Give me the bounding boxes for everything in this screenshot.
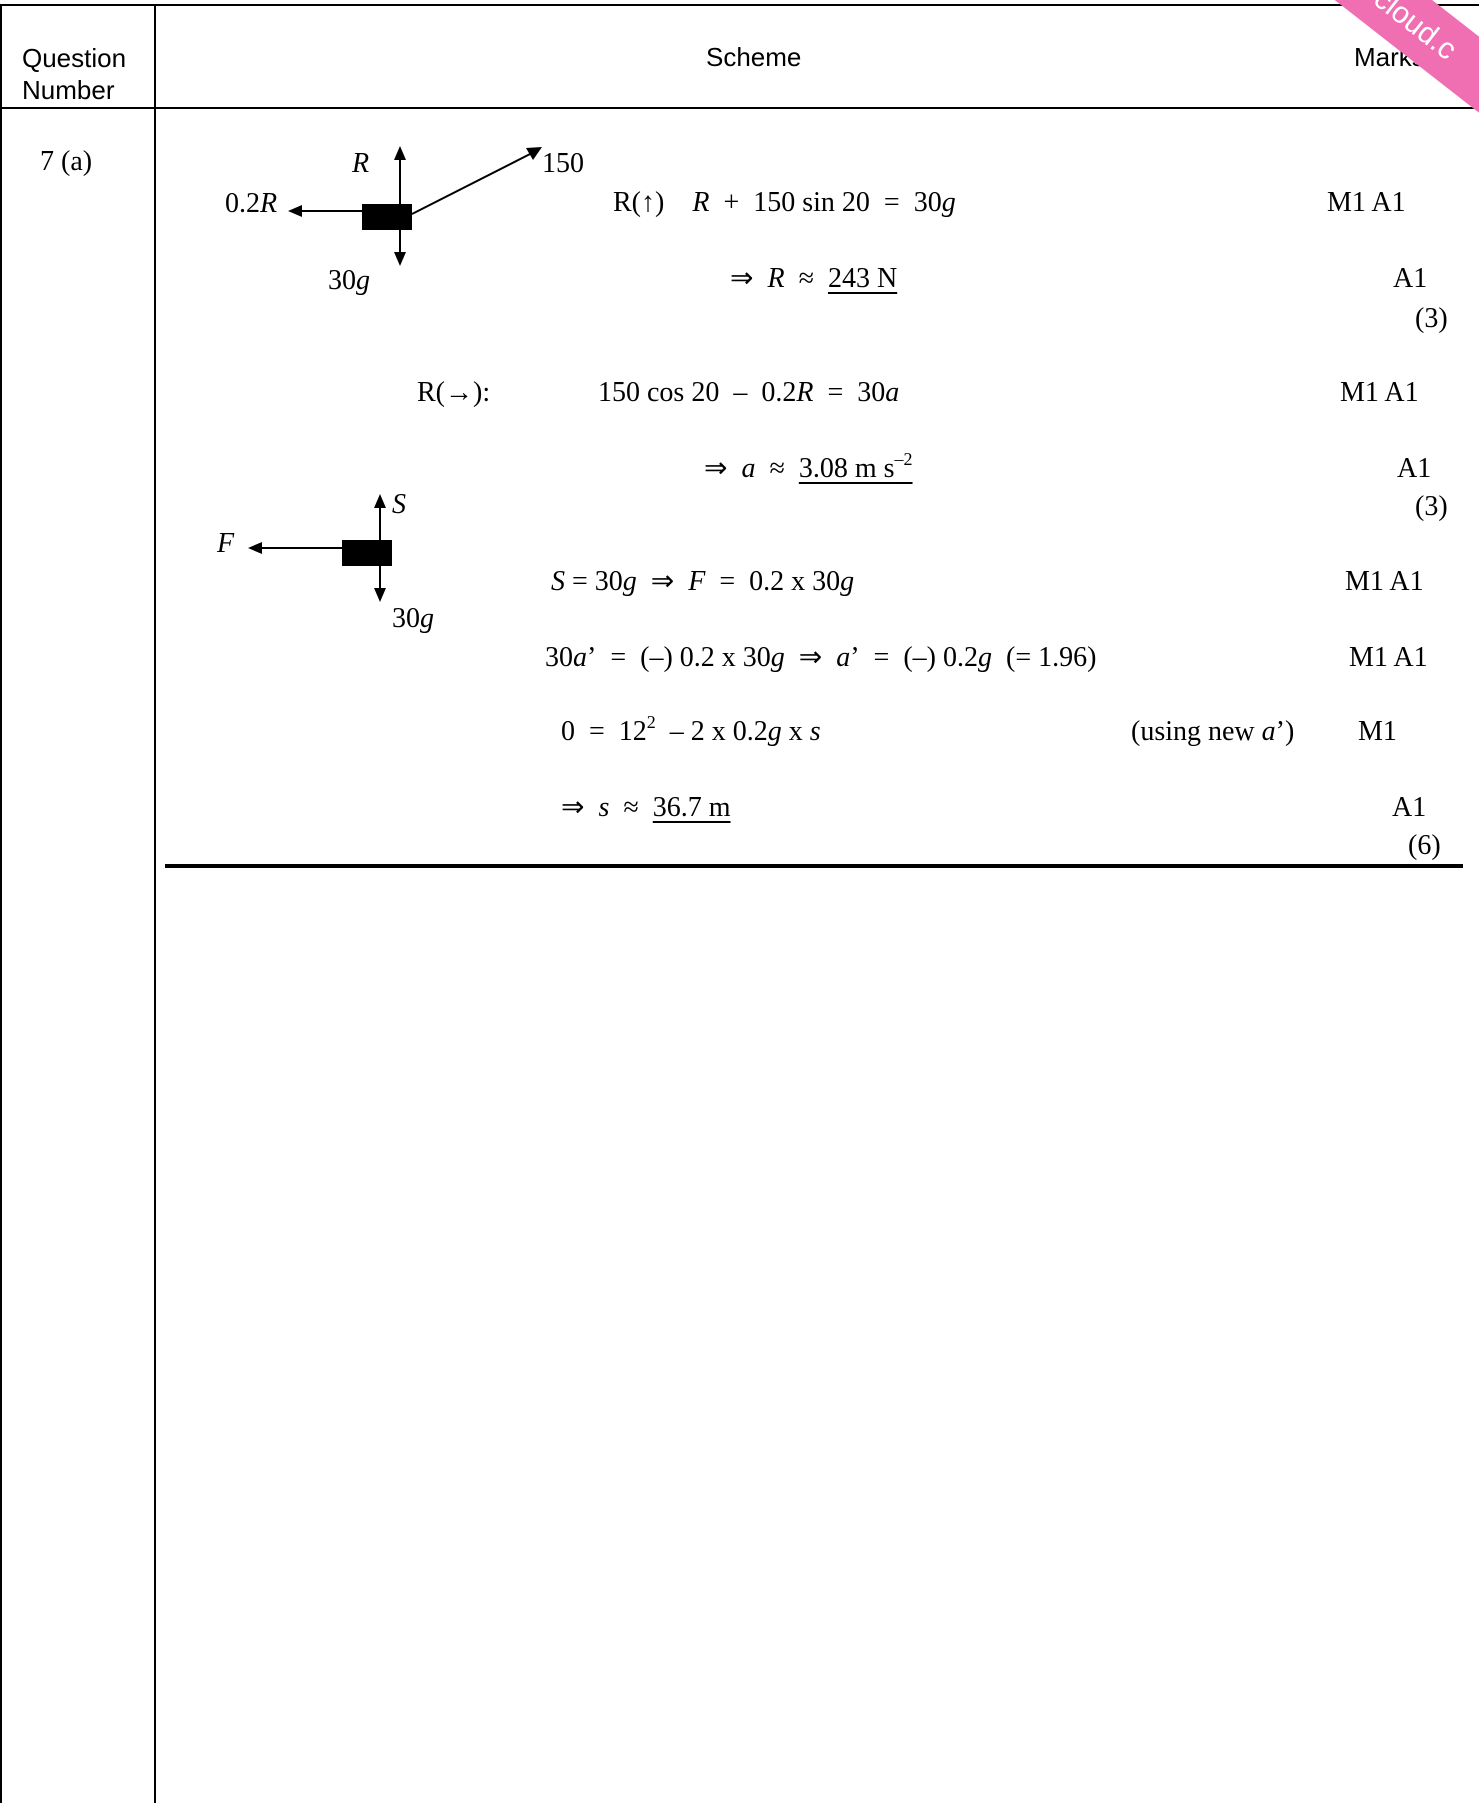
marks-line-5: M1 A1: [1345, 566, 1424, 597]
header-bottom-border: [0, 107, 1479, 109]
equation-s-result: ⇒ s ≈ 36.7 m: [561, 792, 731, 823]
table-top-border: [0, 4, 1479, 6]
marks-line-3: M1 A1: [1340, 377, 1419, 408]
table-left-border: [0, 4, 2, 1803]
equation-horizontal-resolve: 150 cos 20 – 0.2R = 30a: [598, 377, 900, 408]
equation-suvat: 0 = 122 – 2 x 0.2g x s: [561, 712, 821, 747]
block: [342, 540, 392, 566]
marks-line-2: A1: [1393, 263, 1428, 294]
marks-line-4: A1: [1397, 453, 1432, 484]
column-divider: [154, 4, 156, 1803]
diagram1-label-left: 0.2R: [225, 188, 278, 219]
block: [362, 204, 412, 230]
diagram1-label-up: R: [352, 148, 370, 179]
arrow-left-head: [248, 542, 262, 554]
header-question-number: Question Number: [22, 43, 127, 105]
marks-total-b: (3): [1415, 491, 1448, 522]
arrow-down-head: [374, 588, 386, 602]
marks-line-8: A1: [1392, 792, 1427, 823]
diagram2-label-left: F: [217, 528, 235, 559]
diagram2-label-down: 30g: [392, 603, 434, 634]
arrow-diag-line: [411, 151, 535, 215]
marks-line-6: M1 A1: [1349, 642, 1428, 673]
arrow-down-head: [394, 252, 406, 266]
s-result: 36.7 m: [652, 792, 731, 823]
force-diagram-2: [248, 494, 392, 602]
diagram2-label-up: S: [392, 489, 406, 520]
equation-r-result: ⇒ R ≈ 243 N: [730, 263, 898, 294]
question-label: 7 (a): [40, 146, 93, 177]
equation-deceleration: 30a’ = (–) 0.2 x 30g ⇒ a’ = (–) 0.2g (= …: [545, 642, 1097, 673]
arrow-left-head: [288, 205, 302, 217]
answer-end-rule: [165, 864, 1463, 868]
diagram1-label-diag: 150: [542, 148, 584, 179]
diagram1-label-down: 30g: [328, 265, 370, 296]
force-diagram-1: [288, 146, 542, 266]
equation-vertical-resolve: R(↑) R + 150 sin 20 = 30g: [613, 187, 956, 218]
a-result: 3.08 m s–2: [798, 449, 913, 484]
arrow-diag-head: [526, 147, 542, 160]
arrow-up-head: [374, 494, 386, 508]
equation-horizontal-resolve-label: R(→):: [417, 377, 491, 408]
marks-total-a: (3): [1415, 303, 1448, 334]
header-scheme: Scheme: [706, 42, 802, 72]
equation-a-result: ⇒ a ≈ 3.08 m s–2: [704, 449, 913, 484]
marks-line-1: M1 A1: [1327, 187, 1406, 218]
marks-line-7: M1: [1358, 716, 1397, 747]
equation-friction: S = 30g ⇒ F = 0.2 x 30g: [551, 566, 855, 597]
arrow-up-head: [394, 146, 406, 160]
equation-note: (using new a’): [1131, 716, 1295, 747]
marks-total-c: (6): [1408, 830, 1441, 861]
r-result: 243 N: [827, 263, 898, 294]
